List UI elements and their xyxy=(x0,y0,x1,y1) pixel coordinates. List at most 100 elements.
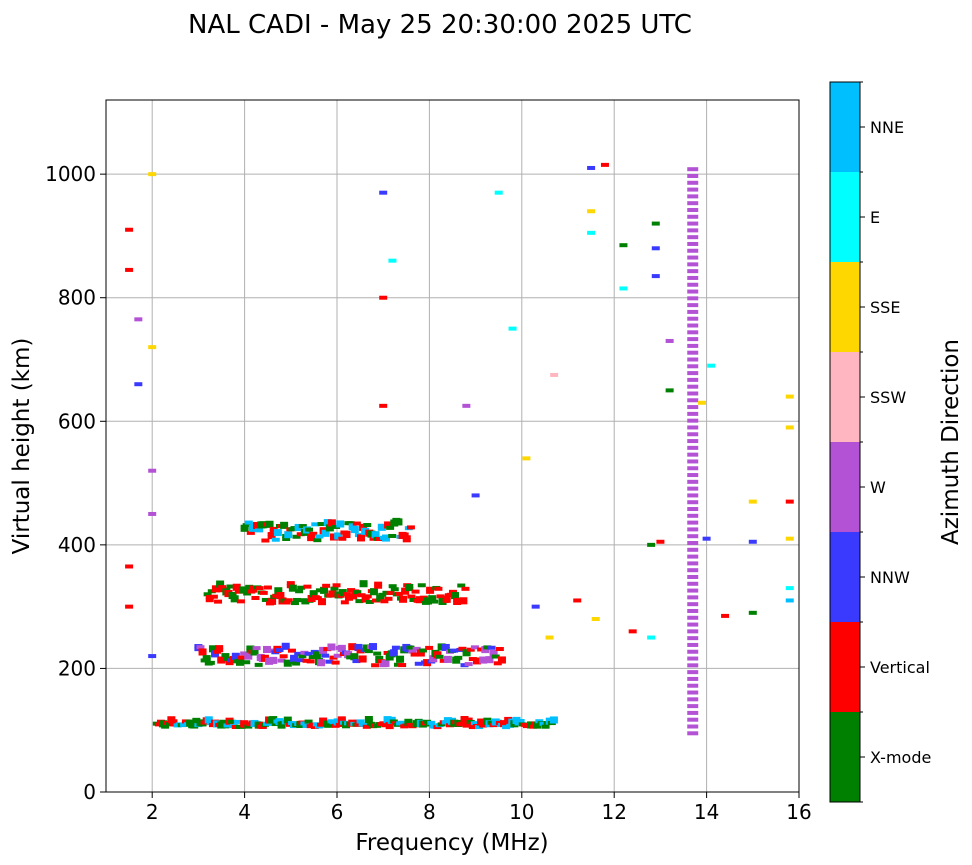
echo-point xyxy=(221,721,230,726)
echo-point xyxy=(377,526,386,531)
echo-point xyxy=(687,364,699,369)
echo-point xyxy=(573,598,582,603)
echo-point xyxy=(148,172,157,177)
echo-point xyxy=(196,645,205,650)
echo-point xyxy=(206,660,215,665)
echo-point xyxy=(333,718,342,723)
echo-point xyxy=(441,643,450,648)
colorbar-swatch xyxy=(830,172,860,262)
echo-point xyxy=(347,588,356,593)
echo-point xyxy=(280,524,289,529)
echo-point xyxy=(319,527,328,532)
echo-point xyxy=(381,662,390,667)
echo-point xyxy=(506,723,515,728)
colorbar-tick-label: Vertical xyxy=(870,658,930,677)
echo-point xyxy=(277,724,286,729)
echo-point xyxy=(169,719,178,724)
echo-point xyxy=(281,645,290,650)
echo-point xyxy=(549,716,558,721)
echo-point xyxy=(304,719,313,724)
echo-point xyxy=(391,645,400,650)
echo-point xyxy=(494,190,503,195)
echo-point xyxy=(687,377,699,382)
echo-point xyxy=(271,722,280,727)
echo-point xyxy=(340,600,349,605)
echo-point xyxy=(362,644,371,649)
echo-point xyxy=(290,654,299,659)
echo-point xyxy=(317,659,326,664)
colorbar-swatch xyxy=(830,262,860,352)
echo-point xyxy=(331,723,340,728)
echo-point xyxy=(687,235,699,240)
echo-point xyxy=(243,591,252,596)
echo-point xyxy=(619,243,628,248)
echo-point xyxy=(379,190,388,195)
echo-point xyxy=(269,526,278,531)
echo-point xyxy=(255,528,264,533)
echo-point xyxy=(296,532,305,537)
colorbar-tick-label: E xyxy=(870,208,880,227)
echo-point xyxy=(687,296,699,301)
y-axis-ticks: 0 200 400 600 800 1000 xyxy=(45,162,106,804)
echo-point xyxy=(411,589,420,594)
echo-point xyxy=(319,646,328,651)
colorbar-tick-label: W xyxy=(870,478,886,497)
echo-point xyxy=(435,654,444,659)
echo-point xyxy=(387,716,396,721)
echo-point xyxy=(529,724,538,729)
x-tick-label: 12 xyxy=(601,800,626,824)
echo-point xyxy=(268,600,277,605)
echo-point xyxy=(311,522,320,527)
echo-point xyxy=(687,710,699,715)
echo-point xyxy=(230,598,239,603)
echo-point xyxy=(354,647,363,652)
echo-point xyxy=(279,654,288,659)
echo-point xyxy=(217,724,226,729)
echo-point xyxy=(232,586,241,591)
echo-point xyxy=(687,676,699,681)
colorbar-swatch xyxy=(830,712,860,802)
x-tick-label: 4 xyxy=(238,800,251,824)
echo-point xyxy=(228,591,237,596)
echo-point xyxy=(260,654,269,659)
echo-point xyxy=(265,520,274,525)
y-tick-label: 400 xyxy=(58,533,96,557)
echo-point xyxy=(687,513,699,518)
echo-point xyxy=(258,724,267,729)
echo-point xyxy=(250,648,259,653)
echo-point xyxy=(491,654,500,659)
echo-point xyxy=(697,400,706,405)
echo-point xyxy=(687,309,699,314)
echo-point xyxy=(363,523,372,528)
echo-point xyxy=(665,388,674,393)
echo-point xyxy=(651,246,660,251)
echo-point xyxy=(495,720,504,725)
echo-point xyxy=(125,564,134,569)
echo-point xyxy=(472,660,481,665)
echo-point xyxy=(299,598,308,603)
echo-point xyxy=(687,167,699,172)
echo-point xyxy=(307,534,316,539)
echo-point xyxy=(373,651,382,656)
echo-point xyxy=(404,718,413,723)
echo-point xyxy=(269,716,278,721)
echo-point xyxy=(687,432,699,437)
echo-point xyxy=(514,721,523,726)
echo-point xyxy=(487,720,496,725)
echo-point xyxy=(154,722,163,727)
echo-point xyxy=(323,647,332,652)
echo-point xyxy=(253,521,262,526)
echo-point xyxy=(468,725,477,730)
echo-point xyxy=(388,584,397,589)
echo-point xyxy=(295,589,304,594)
echo-point xyxy=(377,659,386,664)
x-axis-label: Frequency (MHz) xyxy=(355,830,548,856)
echo-point xyxy=(687,337,699,342)
echo-point xyxy=(321,532,330,537)
echo-point xyxy=(687,316,699,321)
echo-point xyxy=(545,635,554,640)
echo-point xyxy=(374,581,383,586)
echo-point xyxy=(357,534,366,539)
echo-point xyxy=(406,525,415,530)
echo-point xyxy=(687,384,699,389)
